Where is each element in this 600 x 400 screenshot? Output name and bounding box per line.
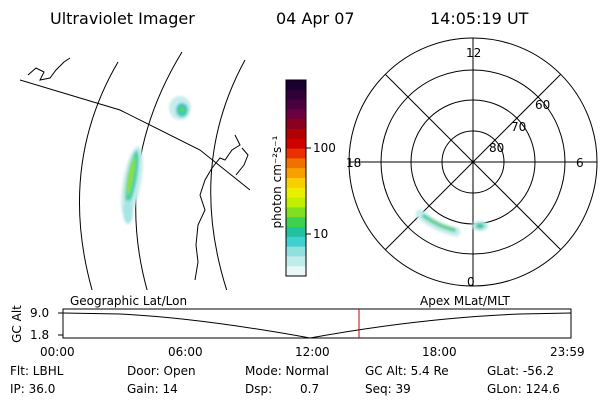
time-tick-1800: 18:00: [422, 345, 457, 359]
colorbar-band: [286, 168, 306, 179]
lat-label-70: 70: [511, 120, 527, 134]
app-title: Ultraviolet Imager: [50, 9, 195, 28]
geographic-caption: Geographic Lat/Lon: [70, 294, 188, 308]
seq-info: Seq: 39: [365, 382, 411, 396]
mlt-label-18: 18: [346, 156, 362, 170]
colorbar-band: [286, 80, 306, 91]
colorbar-band: [286, 246, 306, 257]
coastline-right: [194, 134, 241, 281]
time-tick-0600: 06:00: [168, 345, 203, 359]
coastline-top: [27, 57, 71, 81]
lat-arc-3: [210, 59, 246, 290]
colorbar-band: [286, 138, 306, 150]
aurora-polar: [415, 209, 488, 237]
mlt-label-0: 0: [467, 275, 475, 289]
dsp-label: Dsp:: [245, 382, 273, 396]
colorbar-band: [286, 197, 306, 208]
gain-info: Gain: 14: [127, 382, 178, 396]
lat-arc-1: [78, 61, 119, 290]
lat-label-60: 60: [535, 98, 551, 112]
mlt-label-12: 12: [466, 46, 482, 60]
door-info: Door: Open: [127, 364, 196, 378]
time-tick-2359: 23:59: [550, 345, 585, 359]
aurora-geo: [121, 96, 191, 224]
time-tick-1200: 12:00: [295, 345, 330, 359]
glon-info: GLon: 124.6: [487, 382, 560, 396]
colorbar-band: [286, 109, 306, 120]
colorbar-unit-label: photon cm⁻²s⁻¹: [270, 135, 284, 229]
colorbar: [286, 80, 306, 277]
gc-alt-axis-label: GC Alt: [10, 305, 24, 343]
polar-plot: [348, 37, 598, 287]
gc-alt-info: GC Alt: 5.4 Re: [365, 364, 449, 378]
colorbar-tick-10: 10: [313, 227, 329, 241]
colorbar-band: [286, 207, 306, 218]
lat-label-80: 80: [489, 141, 505, 155]
colorbar-band: [286, 266, 306, 277]
colorbar-band: [286, 158, 306, 169]
glat-info: GLat: -56.2: [487, 364, 554, 378]
apex-caption: Apex MLat/MLT: [420, 294, 510, 308]
dsp-value: 0.7: [300, 382, 320, 396]
colorbar-band: [286, 129, 306, 140]
altitude-curve: [62, 312, 572, 339]
meridian-line: [20, 79, 251, 191]
colorbar-band: [286, 178, 306, 189]
colorbar-band: [286, 148, 306, 159]
colorbar-band: [286, 119, 306, 130]
mlt-label-6: 6: [576, 156, 584, 170]
colorbar-band: [286, 187, 306, 199]
date-label: 04 Apr 07: [276, 9, 355, 28]
lat-arc-2: [135, 51, 183, 290]
colorbar-band: [286, 256, 306, 267]
colorbar-tick-100: 100: [313, 141, 336, 155]
ip-info: IP: 36.0: [10, 382, 56, 396]
alt-tick-9: 9.0: [30, 306, 50, 320]
colorbar-band: [286, 217, 306, 228]
coastline-right-2: [235, 147, 249, 176]
filter-info: Flt: LBHL: [10, 364, 64, 378]
colorbar-band: [286, 99, 306, 110]
colorbar-band: [286, 89, 306, 101]
time-tick-0000: 00:00: [40, 345, 75, 359]
alt-tick-1-8: 1.8: [30, 328, 50, 342]
mode-info: Mode: Normal: [245, 364, 329, 378]
colorbar-band: [286, 236, 306, 248]
altitude-strip: [58, 308, 572, 339]
colorbar-band: [286, 227, 306, 238]
time-label: 14:05:19 UT: [430, 9, 529, 28]
